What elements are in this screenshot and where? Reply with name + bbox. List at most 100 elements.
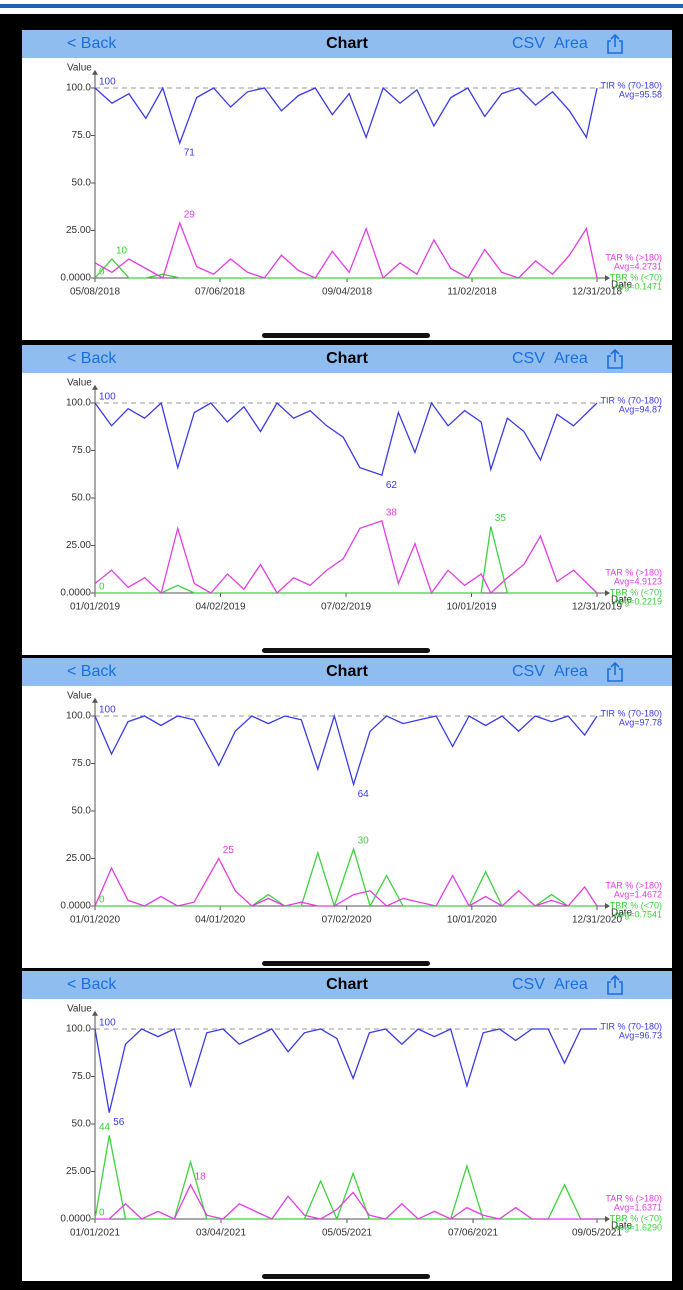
y-axis-label: Value	[67, 62, 92, 73]
series-line	[95, 1135, 597, 1219]
chart: ValueDate0.000025.0050.075.0100.005/08/2…	[22, 58, 672, 340]
y-tick-label: 25.00	[66, 1166, 91, 1177]
annotation: 100	[99, 77, 116, 88]
x-tick-label: 01/01/2021	[70, 1228, 120, 1239]
legend-avg: Avg=1.6371	[614, 1202, 662, 1212]
legend-avg: Avg=97.78	[619, 717, 662, 727]
area-button[interactable]: Area	[554, 976, 588, 994]
y-tick-label: 25.00	[66, 853, 91, 864]
annotation: 0	[99, 267, 105, 278]
series-line	[95, 521, 597, 593]
csv-button[interactable]: CSV	[512, 350, 545, 368]
y-tick-label: 25.00	[66, 540, 91, 551]
y-tick-label: 0.0000	[60, 273, 91, 284]
y-tick-label: 100.0	[66, 398, 91, 409]
y-tick-label: 0.0000	[60, 588, 91, 599]
y-tick-label: 50.0	[72, 1119, 92, 1130]
share-button[interactable]	[606, 974, 624, 996]
y-tick-label: 0.0000	[60, 1214, 91, 1225]
x-tick-label: 07/02/2019	[321, 602, 371, 613]
home-indicator	[262, 1274, 430, 1279]
y-tick-label: 0.0000	[60, 901, 91, 912]
y-tick-label: 75.0	[72, 758, 92, 769]
share-icon	[608, 35, 622, 53]
annotation: 100	[99, 392, 116, 403]
annotation: 0	[99, 582, 105, 593]
x-tick-label: 01/01/2019	[70, 602, 120, 613]
area-button[interactable]: Area	[554, 35, 588, 53]
y-tick-label: 100.0	[66, 83, 91, 94]
y-axis-label: Value	[67, 1003, 92, 1014]
annotation: 100	[99, 1018, 116, 1029]
series-line	[95, 1029, 597, 1113]
legend-avg: Avg=0.7541	[614, 909, 662, 919]
x-tick-label: 07/02/2020	[322, 915, 372, 926]
x-tick-label: 10/01/2019	[446, 602, 496, 613]
annotation: 30	[358, 836, 370, 847]
series-line	[95, 403, 597, 475]
annotation: 35	[495, 513, 507, 524]
home-indicator	[262, 333, 430, 338]
annotation: 71	[184, 148, 196, 159]
y-tick-label: 100.0	[66, 1024, 91, 1035]
area-button[interactable]: Area	[554, 350, 588, 368]
annotation: 62	[386, 480, 398, 491]
annotation: 29	[184, 210, 196, 221]
top-strip	[0, 0, 683, 14]
y-axis-arrow	[92, 698, 98, 703]
series-line	[95, 849, 597, 906]
csv-button[interactable]: CSV	[512, 663, 545, 681]
x-tick-label: 07/06/2021	[448, 1228, 498, 1239]
x-tick-label: 05/05/2021	[322, 1228, 372, 1239]
share-icon	[608, 976, 622, 994]
csv-button[interactable]: CSV	[512, 35, 545, 53]
annotation: 0	[99, 895, 105, 906]
home-indicator	[262, 961, 430, 966]
y-axis-arrow	[92, 1011, 98, 1016]
legend-avg: Avg=0.1471	[614, 281, 662, 291]
screen: < BackChartCSVAreaValueDate0.000025.0050…	[0, 0, 683, 1290]
legend-avg: Avg=1.4672	[614, 889, 662, 899]
series-line	[95, 88, 597, 143]
chart: ValueDate0.000025.0050.075.0100.001/01/2…	[22, 686, 672, 968]
legend-avg: Avg=94.87	[619, 404, 662, 414]
y-tick-label: 75.0	[72, 445, 92, 456]
y-tick-label: 50.0	[72, 806, 92, 817]
annotation: 64	[358, 789, 370, 800]
annotation: 0	[99, 1208, 105, 1219]
annotation: 100	[99, 705, 116, 716]
chart: ValueDate0.000025.0050.075.0100.001/01/2…	[22, 373, 672, 655]
x-tick-label: 04/02/2019	[195, 602, 245, 613]
x-tick-label: 09/04/2018	[322, 287, 372, 298]
home-indicator	[262, 648, 430, 653]
share-button[interactable]	[606, 33, 624, 55]
share-button[interactable]	[606, 661, 624, 683]
annotation: 38	[386, 507, 398, 518]
x-tick-label: 05/08/2018	[70, 287, 120, 298]
legend-avg: Avg=1.6290	[614, 1222, 662, 1232]
chart-panel: < BackChartCSVAreaValueDate0.000025.0050…	[22, 30, 672, 340]
annotation: 44	[99, 1122, 111, 1133]
share-button[interactable]	[606, 348, 624, 370]
y-tick-label: 75.0	[72, 130, 92, 141]
legend-avg: Avg=95.58	[619, 89, 662, 99]
x-tick-label: 11/02/2018	[447, 287, 497, 298]
y-axis-label: Value	[67, 690, 92, 701]
csv-button[interactable]: CSV	[512, 976, 545, 994]
area-button[interactable]: Area	[554, 663, 588, 681]
top-line	[0, 4, 683, 8]
x-tick-label: 04/01/2020	[195, 915, 245, 926]
share-icon	[608, 350, 622, 368]
y-axis-arrow	[92, 385, 98, 390]
annotation: 56	[113, 1117, 125, 1128]
x-tick-label: 01/01/2020	[70, 915, 120, 926]
chart: ValueDate0.000025.0050.075.0100.001/01/2…	[22, 999, 672, 1281]
chart-panel: < BackChartCSVAreaValueDate0.000025.0050…	[22, 971, 672, 1281]
x-tick-label: 07/06/2018	[195, 287, 245, 298]
y-tick-label: 100.0	[66, 711, 91, 722]
